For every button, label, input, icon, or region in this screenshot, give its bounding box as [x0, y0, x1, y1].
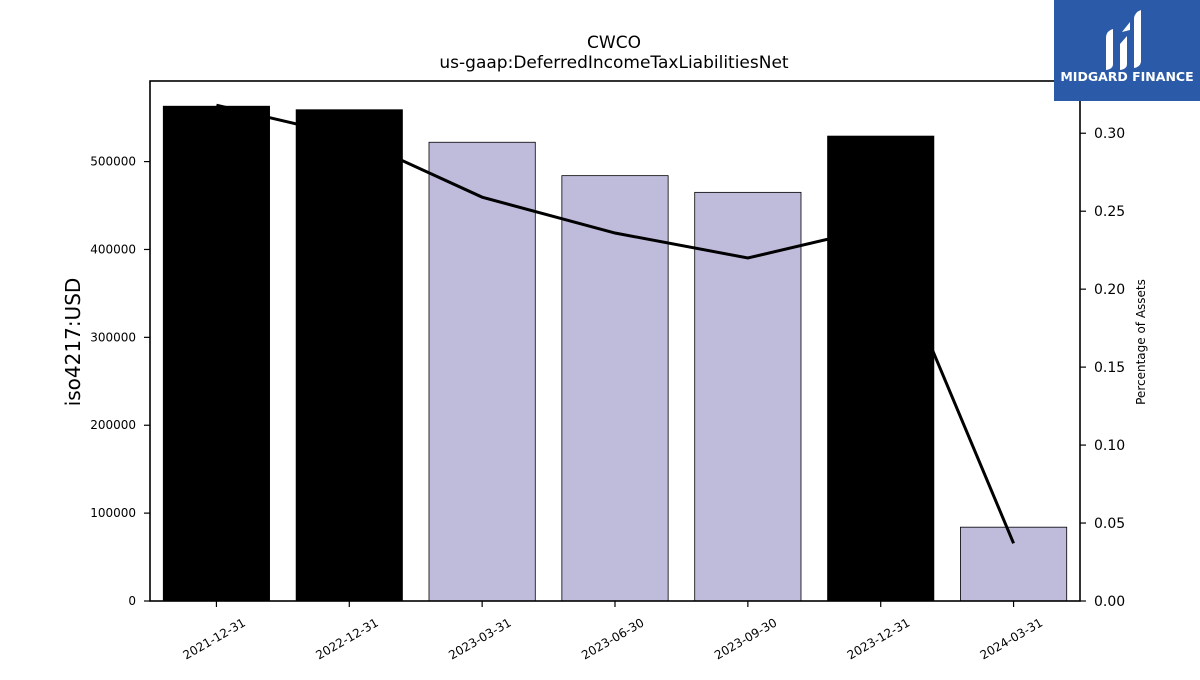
x-tick-label: 2021-12-31	[181, 615, 248, 662]
logo-mark-icon	[1106, 10, 1141, 70]
y-tick-label: 500000	[90, 155, 136, 169]
y-tick-label: 300000	[90, 330, 136, 344]
y-axis-label: iso4217:USD	[61, 278, 85, 407]
chart-subtitle: us-gaap:DeferredIncomeTaxLiabilitiesNet	[439, 53, 789, 73]
bar-2022-12-31	[295, 109, 403, 602]
y2-tick-label: 0.25	[1094, 204, 1125, 220]
x-tick-label: 2023-03-31	[446, 615, 513, 662]
y2-tick-label: 0.20	[1094, 282, 1125, 298]
y2-tick-label: 0.10	[1094, 438, 1125, 454]
x-tick-label: 2023-12-31	[845, 615, 912, 662]
y-tick-label: 400000	[90, 242, 136, 256]
bar-2024-03-31	[960, 526, 1068, 602]
y2-tick-label: 0.00	[1094, 594, 1125, 610]
y-tick-label: 100000	[90, 506, 136, 520]
bar-2021-12-31	[162, 105, 270, 602]
y2-tick-label: 0.05	[1094, 516, 1125, 532]
x-tick-label: 2022-12-31	[313, 615, 380, 662]
y2-tick-label: 0.15	[1094, 360, 1125, 376]
ratio-line-group	[216, 103, 1015, 544]
x-tick-label: 2023-09-30	[712, 615, 779, 662]
brand-logo: MIDGARD FINANCE	[1054, 0, 1200, 101]
bar-2023-06-30	[561, 175, 669, 602]
logo-text: MIDGARD FINANCE	[1060, 69, 1193, 84]
y2-axis-label: Percentage of Assets	[1134, 279, 1148, 405]
x-tick-label: 2024-03-31	[978, 615, 1045, 662]
y-tick-label: 0	[128, 594, 136, 608]
chart-title: CWCO	[587, 33, 641, 53]
bars-group	[162, 105, 1068, 602]
x-tick-label: 2023-06-30	[579, 615, 646, 662]
y-tick-label: 200000	[90, 418, 136, 432]
bar-2023-12-31	[827, 135, 935, 602]
bar-2023-09-30	[694, 191, 802, 602]
y2-tick-label: 0.30	[1094, 126, 1125, 142]
ratio-line	[216, 103, 1015, 544]
bar-2023-03-31	[428, 141, 536, 602]
